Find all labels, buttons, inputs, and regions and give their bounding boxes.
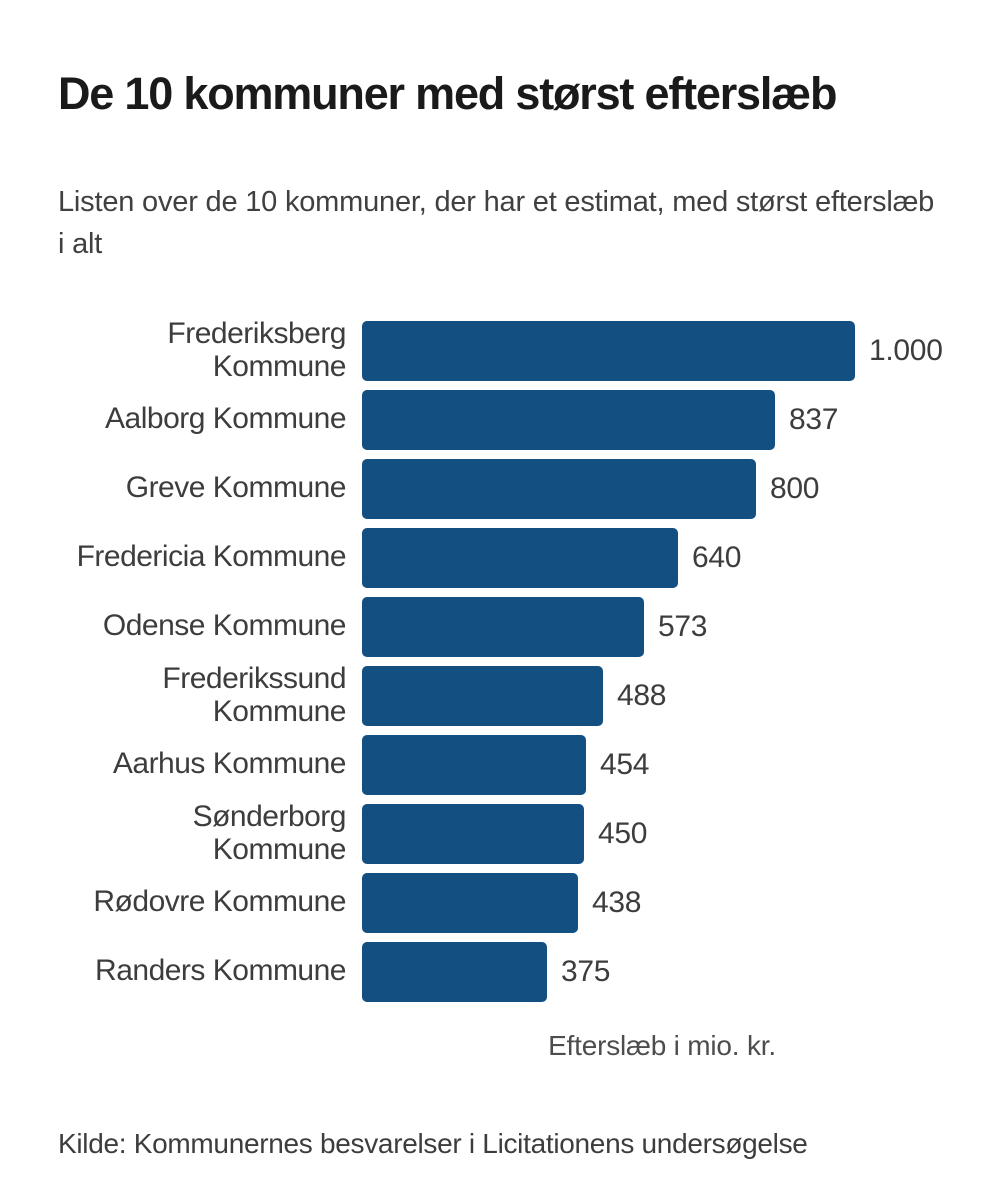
value-label: 837 (789, 402, 839, 436)
bar-row: Greve Kommune 800 (58, 458, 942, 519)
chart-subtitle: Listen over de 10 kommuner, der har et e… (58, 185, 935, 260)
bar (362, 527, 678, 588)
bar-row: Frederiksberg Kommune 1.000 (58, 317, 943, 383)
bar-track: 454 (362, 734, 942, 795)
category-label: Frederikssund Kommune (162, 662, 346, 728)
bar-row: Aalborg Kommune 837 (58, 389, 942, 450)
bar (362, 734, 586, 795)
bar-track: 375 (362, 941, 942, 1002)
bar-track: 573 (362, 596, 942, 657)
source-note: Kilde: Kommunernes besvarelser i Licitat… (58, 1127, 808, 1159)
bar (362, 941, 547, 1002)
bar (362, 320, 855, 381)
bar (362, 596, 644, 657)
bar-track: 450 (362, 803, 942, 864)
bar-row: Sønderborg Kommune 450 (58, 800, 942, 866)
bar (362, 458, 756, 519)
value-label: 454 (600, 747, 650, 781)
bar (362, 872, 578, 933)
category-label: Greve Kommune (125, 471, 347, 505)
bar-row: Randers Kommune 375 (58, 941, 942, 1002)
chart-title: De 10 kommuner med størst efterslæb (58, 68, 837, 119)
bar-track: 438 (362, 872, 942, 933)
bar-track: 640 (362, 527, 942, 588)
category-label: Frederiksberg Kommune (167, 317, 346, 383)
category-label: Fredericia Kommune (76, 540, 347, 574)
value-label: 800 (770, 471, 820, 505)
bar-track: 837 (362, 389, 942, 450)
category-label: Randers Kommune (95, 954, 346, 988)
value-label: 488 (617, 678, 667, 712)
bar-row: Aarhus Kommune 454 (58, 734, 942, 795)
value-label: 573 (658, 609, 708, 643)
value-label: 640 (692, 540, 742, 574)
bar-row: Fredericia Kommune 640 (58, 527, 942, 588)
bar-chart: Frederiksberg Kommune 1.000 Aalborg Kommun… (58, 317, 943, 1062)
category-label: Sønderborg Kommune (192, 800, 347, 866)
bar-track: 1.000 (362, 320, 943, 381)
value-label: 438 (592, 885, 642, 919)
bar-row: Odense Kommune 573 (58, 596, 942, 657)
value-label: 1.000 (869, 333, 943, 367)
bar (362, 389, 775, 450)
bar-row: Frederikssund Kommune 488 (58, 662, 942, 728)
x-axis-label: Efterslæb i mio. kr. (548, 1029, 776, 1061)
value-label: 450 (598, 816, 648, 850)
bar-track: 488 (362, 665, 942, 726)
bar (362, 665, 603, 726)
value-label: 375 (561, 954, 611, 988)
category-label: Odense Kommune (102, 609, 347, 643)
bar (362, 803, 584, 864)
category-label: Aalborg Kommune (105, 402, 346, 436)
bar-chart-rows: Frederiksberg Kommune 1.000 Aalborg Kommun… (58, 317, 943, 1002)
category-label: Rødovre Kommune (93, 885, 346, 919)
category-label: Aarhus Kommune (112, 747, 347, 781)
bar-row: Rødovre Kommune 438 (58, 872, 942, 933)
bar-track: 800 (362, 458, 942, 519)
